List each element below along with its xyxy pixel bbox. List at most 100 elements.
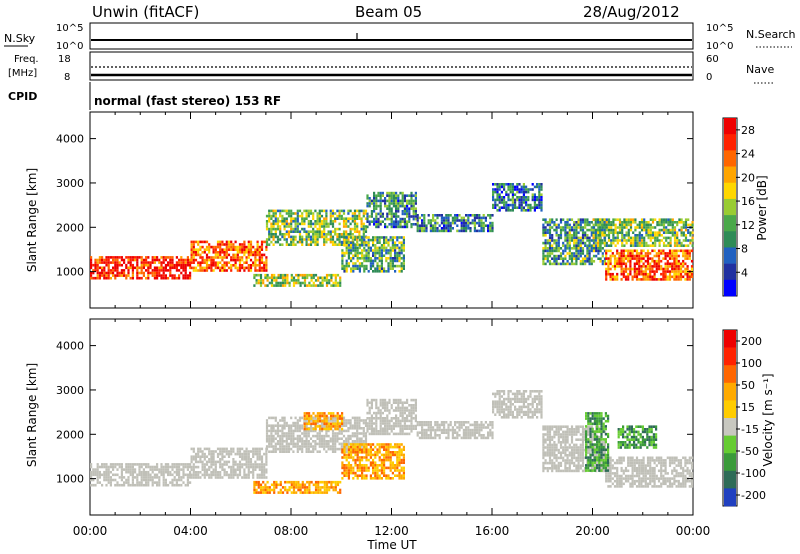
scatter-cell — [90, 476, 93, 479]
scatter-cell — [341, 241, 344, 244]
scatter-cell — [649, 252, 652, 255]
scatter-cell — [245, 251, 248, 254]
scatter-cell — [136, 271, 139, 275]
scatter-cell — [354, 254, 357, 257]
scatter-cell — [372, 259, 375, 263]
scatter-cell — [109, 465, 112, 469]
scatter-cell — [503, 198, 506, 202]
scatter-cell — [536, 203, 539, 207]
scatter-cell — [232, 258, 235, 262]
scatter-cell — [658, 239, 661, 242]
scatter-cell — [265, 447, 269, 451]
scatter-cell — [507, 185, 510, 189]
scatter-cell — [399, 204, 402, 208]
scatter-cell — [340, 445, 343, 448]
scatter-cell — [392, 422, 395, 425]
scatter-cell — [116, 468, 119, 471]
scatter-cell — [575, 226, 578, 229]
scatter-cell — [212, 258, 215, 262]
scatter-cell — [270, 240, 273, 244]
scatter-cell — [601, 231, 604, 234]
scatter-cell — [268, 276, 271, 280]
scatter-cell — [603, 228, 607, 232]
scatter-cell — [401, 191, 404, 195]
scatter-cell — [210, 450, 213, 453]
scatter-cell — [268, 235, 271, 239]
scatter-cell — [687, 218, 690, 221]
scatter-cell — [349, 230, 352, 233]
scatter-cell — [482, 224, 485, 227]
scatter-cell — [607, 231, 611, 234]
scatter-cell — [492, 408, 495, 411]
scatter-cell — [514, 395, 517, 398]
scatter-cell — [390, 419, 393, 423]
scatter-cell — [673, 267, 676, 271]
scatter-cell — [252, 468, 255, 471]
scatter-cell — [301, 220, 304, 223]
scatter-cell — [573, 239, 576, 242]
scatter-cell — [347, 238, 350, 241]
scatter-cell — [349, 227, 352, 231]
scatter-cell — [638, 241, 641, 245]
scatter-cell — [256, 473, 259, 477]
scatter-cell — [334, 273, 337, 277]
scatter-cell — [354, 251, 357, 255]
scatter-cell — [429, 227, 432, 230]
scatter-cell — [616, 275, 619, 279]
scatter-cell — [395, 210, 398, 213]
scatter-cell — [529, 416, 532, 419]
scatter-cell — [223, 447, 226, 451]
scatter-cell — [399, 225, 402, 229]
scatter-cell — [397, 197, 400, 200]
scatter-cell — [605, 270, 608, 273]
scatter-cell — [353, 416, 357, 420]
scatter-cell — [138, 470, 141, 474]
scatter-cell — [531, 400, 534, 403]
scatter-cell — [298, 222, 302, 226]
scatter-cell — [107, 274, 110, 277]
scatter-cell — [476, 221, 479, 225]
scatter-cell — [279, 209, 282, 213]
scatter-cell — [189, 473, 192, 477]
scatter-cell — [395, 191, 398, 195]
scatter-cell — [247, 455, 250, 458]
scatter-cell — [263, 264, 266, 267]
scatter-cell — [500, 408, 503, 411]
nsky-label: N.Sky — [4, 32, 36, 45]
scatter-cell — [397, 220, 400, 223]
scatter-cell — [529, 408, 532, 411]
scatter-cell — [260, 256, 264, 259]
scatter-cell — [232, 447, 235, 451]
scatter-cell — [386, 424, 389, 428]
scatter-cell — [682, 221, 685, 224]
scatter-cell — [216, 264, 220, 267]
scatter-cell — [631, 275, 634, 279]
scatter-cell — [458, 423, 461, 427]
scatter-cell — [607, 244, 611, 247]
scatter-cell — [375, 202, 378, 205]
scatter-cell — [447, 436, 450, 440]
scatter-cell — [327, 222, 330, 226]
scatter-cell — [316, 233, 319, 236]
scatter-cell — [391, 257, 394, 260]
scatter-cell — [377, 432, 380, 436]
scatter-cell — [109, 256, 112, 259]
scatter-cell — [307, 233, 310, 236]
scatter-cell — [366, 204, 369, 208]
scatter-cell — [390, 217, 393, 221]
scatter-cell — [460, 426, 463, 429]
scatter-cell — [540, 416, 543, 419]
scatter-cell — [358, 264, 361, 268]
scatter-cell — [462, 227, 465, 230]
scatter-cell — [673, 270, 676, 273]
scatter-cell — [349, 421, 352, 425]
scatter-cell — [254, 248, 257, 251]
scatter-cell — [491, 426, 494, 429]
scatter-cell — [316, 214, 319, 218]
scatter-cell — [401, 432, 404, 436]
scatter-cell — [210, 455, 213, 458]
scatter-cell — [375, 422, 378, 425]
scatter-cell — [618, 254, 621, 258]
scatter-cell — [476, 431, 479, 434]
scatter-cell — [414, 199, 417, 203]
